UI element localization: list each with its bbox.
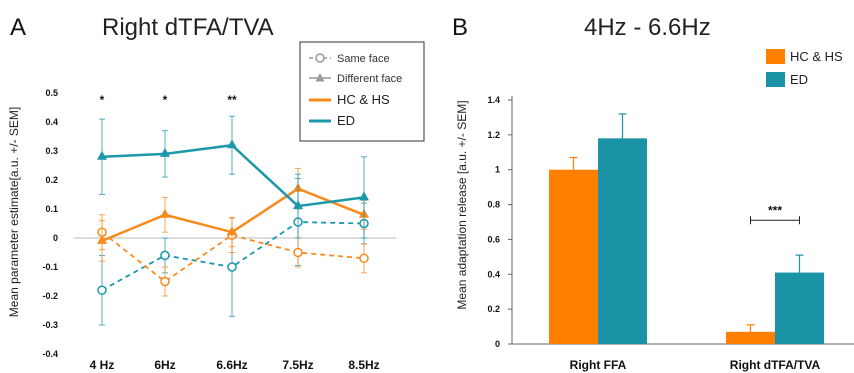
panel-a-plot: -0.4 -0.3 -0.2 -0.1 0 0.1 0.2 0.3 0.4 0.5 4 Hz 6Hz 6… [42,88,396,372]
legend-same-label: Same face [337,53,390,65]
x-tick-label-6hz: 6Hz [154,358,175,372]
y-tick-label: 0 [495,339,500,349]
x-tick-label-4-hz: 4 Hz [90,358,115,372]
y-tick-label: -0.2 [42,291,58,301]
x-tick-label-7-5hz: 7.5Hz [282,358,313,372]
y-tick-label: 0.4 [45,117,58,127]
y-tick-label: 0.8 [487,200,500,210]
hc-different-face-point [160,208,170,218]
hc-different-face-point [227,226,237,236]
ed-different-face-line [101,143,365,208]
panel-a-letter: A [10,14,26,41]
legend-a-hc-label: HC & HS [337,92,390,107]
hc-bar-right-dtfa-tva [726,331,775,344]
panel-a-title: Right dTFA/TVA [102,14,274,41]
y-tick-label: -0.4 [42,349,58,359]
significance-annotation: *** [768,203,782,217]
ed-bar-right-ffa [598,138,647,344]
significance-mark: ** [227,93,237,107]
hc-same-face-point [160,276,170,287]
x-tick-label-6-6hz: 6.6Hz [216,358,247,372]
legend-same-marker [315,53,325,63]
y-tick-label: 0.3 [45,146,58,156]
ed-same-face-point [97,285,107,295]
y-tick-label: 0.2 [45,175,58,185]
legend-b-hc-label: HC & HS [790,49,843,64]
y-tick-label: 0.4 [487,269,500,279]
x-tick-label-8-5hz: 8.5Hz [348,358,379,372]
y-tick-label: 1.4 [487,95,500,105]
panel-b-letter: B [452,14,468,41]
ed-different-face-point [227,139,237,149]
significance-mark: * [163,93,168,107]
significance-mark: * [100,93,105,107]
ed-bar-right-dtfa-tva [775,272,824,344]
ed-different-face-point [97,150,107,160]
hc-same-face-point [359,253,369,264]
x-tick-label-right-ffa: Right FFA [570,358,627,372]
legend-b-ed-swatch [766,72,785,87]
y-tick-label: 0.2 [487,304,500,314]
legend-different-marker [315,73,325,82]
ed-different-face-point [359,191,369,201]
panel-b-y-axis-label: Mean adaptation release [a.u. +/- SEM] [455,100,469,309]
legend-b-ed-label: ED [790,72,808,87]
hc-different-face-point [97,234,107,244]
panel-a-y-axis-label: Mean parameter estimate[a.u. +/- SEM] [7,107,21,317]
panel-b-legend: HC & HS ED [766,49,843,87]
legend-a-ed-label: ED [337,113,355,128]
hc-same-face-point [293,247,303,258]
y-tick-label: 1 [495,165,500,175]
panel-b-plot: 0 0.2 0.4 0.6 0.8 1 1.2 1.4 Right FFA Right dTFA/… [487,95,854,372]
panel-a-legend: Same face Different face HC & HS ED [299,41,425,142]
ed-same-face-point [160,250,170,261]
legend-b-hc-swatch [766,49,785,64]
y-tick-label: 1.2 [487,130,500,140]
y-tick-label: 0.1 [45,204,58,214]
x-tick-label-right-dtfa-tva: Right dTFA/TVA [730,358,821,372]
y-tick-label: -0.1 [42,262,58,272]
ed-different-face-point [160,147,170,157]
panel-b-title: 4Hz - 6.6Hz [584,14,711,41]
ed-different-face-point [293,200,303,210]
ed-same-face-point [227,262,237,272]
hc-bar-right-ffa [549,169,598,344]
y-tick-label: 0.6 [487,234,500,244]
legend-different-label: Different face [337,73,402,85]
y-tick-label: 0 [53,233,58,243]
y-tick-label: -0.3 [42,320,58,330]
y-tick-label: 0.5 [45,88,58,98]
